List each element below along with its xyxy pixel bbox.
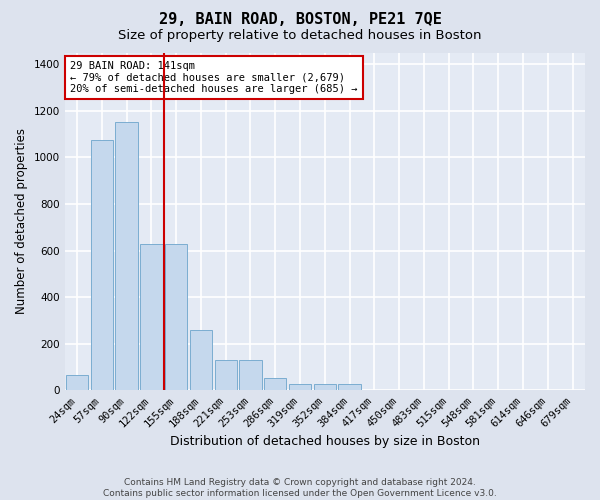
X-axis label: Distribution of detached houses by size in Boston: Distribution of detached houses by size … bbox=[170, 434, 480, 448]
Text: Size of property relative to detached houses in Boston: Size of property relative to detached ho… bbox=[118, 29, 482, 42]
Bar bbox=[140, 244, 163, 390]
Bar bbox=[338, 384, 361, 390]
Bar bbox=[314, 384, 336, 390]
Bar bbox=[115, 122, 138, 390]
Bar bbox=[165, 244, 187, 390]
Y-axis label: Number of detached properties: Number of detached properties bbox=[15, 128, 28, 314]
Text: 29 BAIN ROAD: 141sqm
← 79% of detached houses are smaller (2,679)
20% of semi-de: 29 BAIN ROAD: 141sqm ← 79% of detached h… bbox=[70, 61, 358, 94]
Bar bbox=[239, 360, 262, 390]
Bar bbox=[289, 384, 311, 390]
Bar bbox=[91, 140, 113, 390]
Bar bbox=[215, 360, 237, 390]
Text: 29, BAIN ROAD, BOSTON, PE21 7QE: 29, BAIN ROAD, BOSTON, PE21 7QE bbox=[158, 12, 442, 28]
Bar bbox=[264, 378, 286, 390]
Bar bbox=[190, 330, 212, 390]
Bar bbox=[66, 376, 88, 390]
Text: Contains HM Land Registry data © Crown copyright and database right 2024.
Contai: Contains HM Land Registry data © Crown c… bbox=[103, 478, 497, 498]
